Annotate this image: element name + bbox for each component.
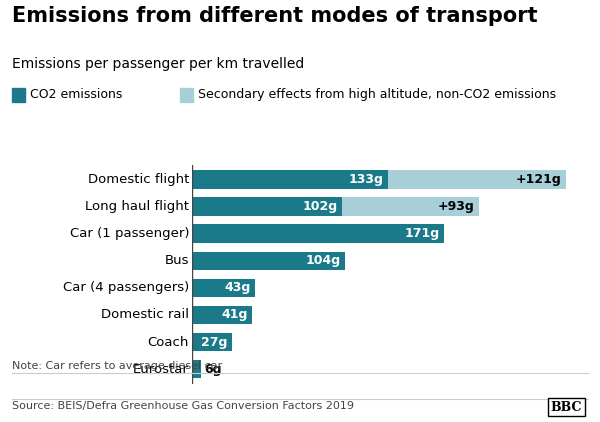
Text: Secondary effects from high altitude, non-CO2 emissions: Secondary effects from high altitude, no… [198, 89, 556, 101]
Text: 102g: 102g [302, 200, 338, 213]
Text: Source: BEIS/Defra Greenhouse Gas Conversion Factors 2019: Source: BEIS/Defra Greenhouse Gas Conver… [12, 401, 354, 411]
Text: Car (4 passengers): Car (4 passengers) [63, 281, 189, 295]
Text: Car (1 passenger): Car (1 passenger) [70, 227, 189, 240]
Text: 27g: 27g [201, 335, 227, 349]
Bar [192, 360, 201, 379]
Text: 43g: 43g [224, 281, 251, 295]
Text: Eurostar: Eurostar [133, 362, 189, 376]
Text: Emissions per passenger per km travelled: Emissions per passenger per km travelled [12, 57, 304, 71]
Bar [192, 279, 255, 297]
Text: Note: Car refers to average diesel car: Note: Car refers to average diesel car [12, 361, 222, 371]
Bar [342, 197, 479, 216]
Text: 104g: 104g [305, 254, 341, 267]
Bar [192, 306, 253, 324]
Text: BBC: BBC [551, 401, 582, 414]
Text: 171g: 171g [404, 227, 439, 240]
Text: 133g: 133g [349, 173, 383, 186]
Text: CO2 emissions: CO2 emissions [30, 89, 122, 101]
Bar [192, 197, 342, 216]
Text: Long haul flight: Long haul flight [85, 200, 189, 213]
Text: Bus: Bus [164, 254, 189, 267]
Bar [192, 225, 443, 243]
Bar [192, 170, 388, 189]
Text: Domestic rail: Domestic rail [101, 308, 189, 322]
Text: Emissions from different modes of transport: Emissions from different modes of transp… [12, 6, 538, 26]
Text: 6g: 6g [204, 362, 221, 376]
Text: +93g: +93g [438, 200, 475, 213]
Text: +121g: +121g [515, 173, 562, 186]
Bar [192, 252, 345, 270]
Text: Domestic flight: Domestic flight [88, 173, 189, 186]
Bar [388, 170, 566, 189]
Bar [192, 333, 232, 351]
Text: Coach: Coach [148, 335, 189, 349]
Text: 41g: 41g [221, 308, 248, 322]
